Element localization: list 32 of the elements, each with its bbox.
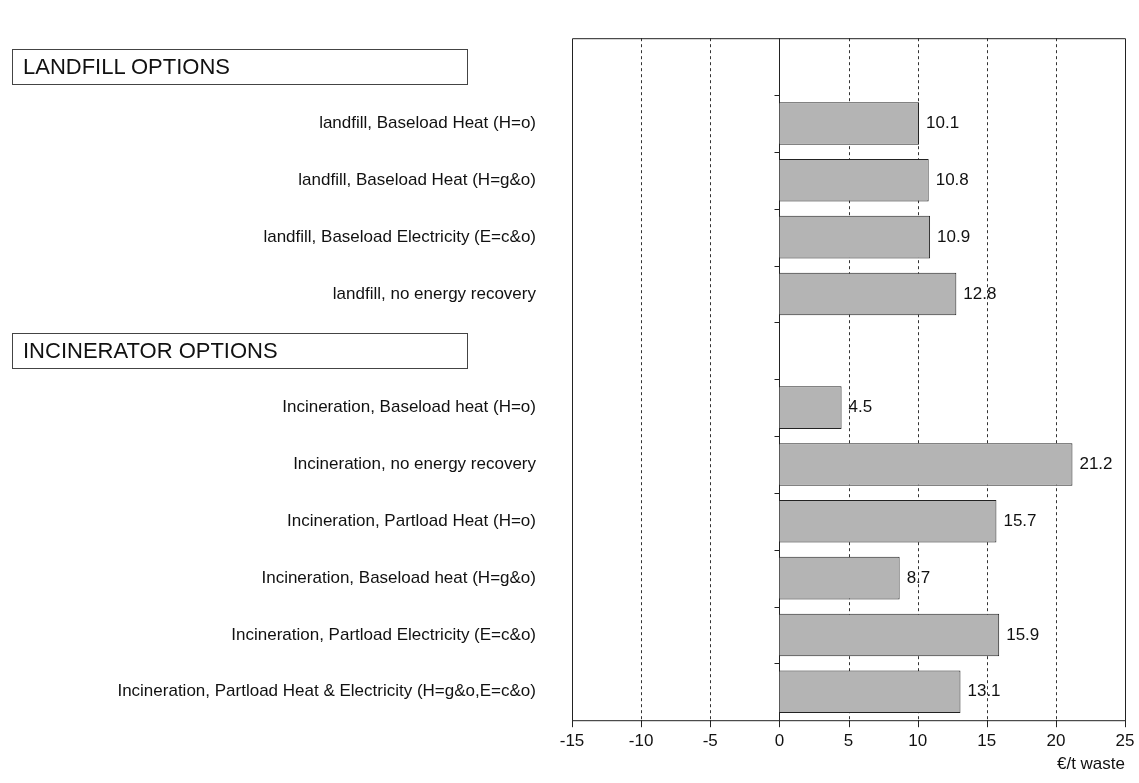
x-tick-label: -15	[559, 731, 585, 751]
data-label: 15.7	[1003, 510, 1037, 530]
x-tick-label: 10	[908, 731, 928, 751]
x-tick-label: 5	[843, 731, 854, 751]
y-tick-label: Incineration, Baseload heat (H=g&o)	[261, 567, 536, 587]
y-tick-label: landfill, Baseload Heat (H=g&o)	[298, 169, 536, 189]
text: LANDFILL OPTIONS	[12, 48, 468, 85]
y-tick-label: Incineration, Partload Electricity (E=c&o)	[231, 624, 536, 644]
data-label: 10.1	[926, 113, 960, 133]
x-axis-title: €/t waste	[1056, 754, 1125, 774]
data-label: 15.9	[1006, 624, 1040, 644]
y-tick-label: landfill, no energy recovery	[332, 283, 537, 303]
x-tick-label: 20	[1046, 731, 1066, 751]
data-label: 10.9	[937, 226, 971, 246]
y-tick-label: Incineration, Partload Heat & Electricity (H=g&o,E=c&o)	[117, 681, 536, 701]
y-tick-label: Incineration, no energy recovery	[293, 454, 537, 474]
text: INCINERATOR OPTIONS	[12, 332, 468, 369]
data-label: 12.8	[963, 283, 997, 303]
x-tick-label: 0	[774, 731, 785, 751]
x-tick-label: -10	[628, 731, 654, 751]
data-label: 10.8	[935, 169, 969, 189]
x-tick-label: -5	[702, 731, 718, 751]
x-tick-label: 15	[977, 731, 997, 751]
y-tick-label: landfill, Baseload Electricity (E=c&o)	[263, 226, 536, 246]
data-label: 4.5	[848, 397, 873, 417]
y-tick-label: Incineration, Baseload heat (H=o)	[282, 397, 536, 417]
y-tick-label: Incineration, Partload Heat (H=o)	[287, 510, 536, 530]
x-tick-label: 25	[1115, 731, 1135, 751]
data-label: 8.7	[906, 567, 931, 587]
data-label: 21.2	[1079, 454, 1113, 474]
y-tick-label: landfill, Baseload Heat (H=o)	[319, 113, 536, 133]
data-label: 13.1	[967, 681, 1001, 701]
